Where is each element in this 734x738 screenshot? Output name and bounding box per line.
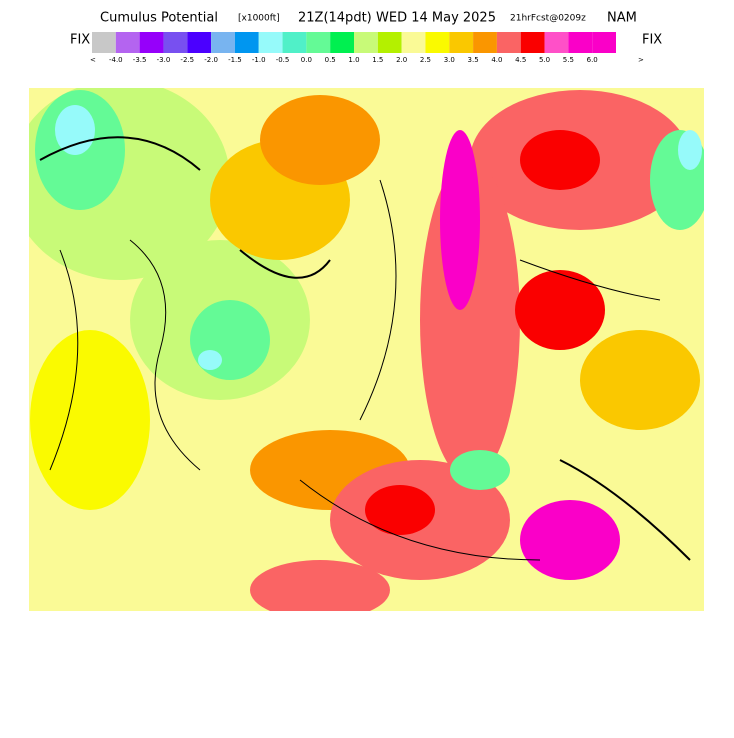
legend-swatch: [258, 32, 283, 53]
legend-swatch: [330, 32, 354, 53]
legend-low: <: [90, 56, 96, 64]
legend-label: 5.5: [563, 56, 574, 64]
legend-label: 2.0: [396, 56, 407, 64]
map: [29, 88, 704, 611]
legend-swatch: [306, 32, 331, 53]
legend-swatch: [496, 32, 521, 53]
legend-label: 0.0: [301, 56, 312, 64]
legend-label: -3.0: [157, 56, 171, 64]
legend-swatch: [163, 32, 188, 53]
legend-swatch: [568, 32, 593, 53]
legend-label: 4.5: [515, 56, 526, 64]
date: WED 14 May 2025: [376, 11, 496, 26]
legend-label: 6.0: [587, 56, 598, 64]
legend-swatch: [425, 32, 450, 53]
units: [x1000ft]: [238, 14, 280, 24]
legend-label: -2.5: [180, 56, 194, 64]
legend-swatch: [449, 32, 474, 53]
legend-label: -3.5: [133, 56, 147, 64]
legend-label: 3.0: [444, 56, 455, 64]
legend-label: 0.5: [325, 56, 336, 64]
legend-label: -1.5: [228, 56, 242, 64]
valid-time: 21Z(14pdt): [298, 11, 372, 26]
legend-high: >: [638, 56, 644, 64]
model: NAM: [607, 11, 637, 26]
legend-swatch: [473, 32, 497, 53]
title: Cumulus Potential: [100, 11, 218, 26]
legend-swatch: [377, 32, 402, 53]
colorbar: -4.0 -3.5 -3.0 -2.5 -2.0 -1.5 -1.0 -0.5 0.0 0.5 1.…: [92, 32, 616, 64]
legend-label: 4.0: [491, 56, 502, 64]
legend-label: -4.0: [109, 56, 123, 64]
legend-swatch: [282, 32, 307, 53]
legend-label: 3.5: [468, 56, 479, 64]
legend-swatch: [592, 32, 616, 53]
legend-swatch: [401, 32, 426, 53]
legend-label: 1.5: [372, 56, 383, 64]
legend-label: -2.0: [204, 56, 218, 64]
legend-label: -0.5: [276, 56, 290, 64]
legend-swatch: [520, 32, 545, 53]
legend-swatch: [354, 32, 378, 53]
legend-swatch: [234, 32, 259, 53]
legend-swatch: [115, 32, 140, 53]
legend-swatch: [187, 32, 212, 53]
legend-label: -1.0: [252, 56, 266, 64]
legend-swatch: [544, 32, 569, 53]
legend-label: 1.0: [348, 56, 359, 64]
legend-right: FIX: [642, 33, 662, 48]
legend-swatch: [211, 32, 235, 53]
legend-swatch: [92, 32, 116, 53]
forecast: 21hrFcst@0209z: [510, 14, 586, 24]
legend-label: 2.5: [420, 56, 431, 64]
legend-label: 5.0: [539, 56, 550, 64]
legend-left: FIX: [70, 33, 90, 48]
legend-swatch: [139, 32, 164, 53]
